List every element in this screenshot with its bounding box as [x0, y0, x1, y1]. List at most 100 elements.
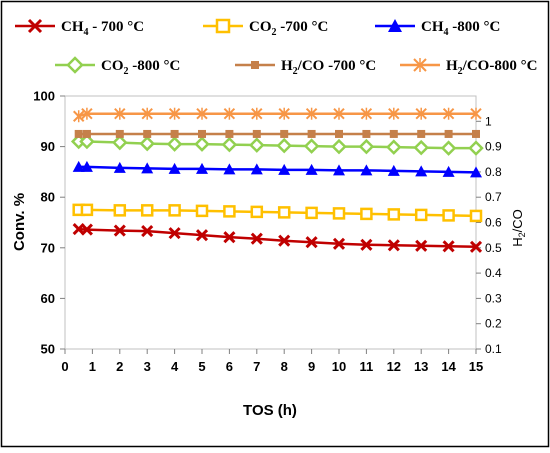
legend-label-2: CH4 -800 °C	[421, 19, 500, 38]
data-point-0-14	[442, 240, 455, 253]
data-point-2-13	[415, 165, 428, 177]
data-point-3-13	[413, 139, 429, 156]
data-point-2-4	[168, 162, 181, 174]
series-line-0	[78, 227, 477, 249]
series-2	[72, 160, 482, 178]
legend-marker-1	[215, 18, 231, 34]
data-point-3-10	[331, 138, 347, 155]
data-point-2-14	[442, 165, 455, 177]
data-point-5-7	[251, 107, 263, 120]
data-point-0-4-b	[168, 227, 181, 240]
data-point-0-3	[141, 225, 154, 238]
data-point-2-5	[196, 162, 208, 174]
x-tick-label: 0	[61, 359, 68, 374]
data-point-5-11	[360, 107, 373, 120]
data-point-4-15	[472, 129, 480, 138]
data-point-2-12	[387, 164, 400, 176]
data-point-2-6	[223, 163, 236, 175]
x-tick-label: 7	[253, 359, 260, 374]
data-point-4-13	[417, 129, 426, 138]
data-point-0-5-b	[195, 229, 209, 242]
y-tick-label: 100	[33, 89, 55, 104]
data-point-1-15	[469, 209, 483, 223]
y2-tick-label: 0.4	[485, 266, 502, 280]
y-tick-label: 60	[41, 291, 55, 306]
data-point-3-6	[221, 136, 238, 153]
data-point-2-9	[305, 163, 318, 175]
data-point-3-15	[468, 140, 484, 156]
x-tick-label: 2	[116, 359, 123, 374]
y-tick-label: 70	[41, 240, 55, 255]
data-point-4-14	[444, 129, 453, 138]
x-tick-label: 4	[171, 359, 179, 374]
data-point-0-1	[80, 223, 93, 236]
legend-marker-0	[27, 18, 43, 34]
data-point-4-2	[115, 129, 124, 138]
y2-tick-label: 0.1	[485, 342, 502, 356]
x-tick-label: 13	[414, 359, 428, 374]
x-axis-title: TOS (h)	[243, 402, 297, 419]
data-point-1-11	[360, 207, 373, 221]
data-point-4-8	[280, 129, 289, 138]
legend-marker-3	[66, 56, 84, 74]
data-point-4-7	[252, 129, 261, 138]
data-point-2-3	[141, 162, 154, 174]
data-point-1-14	[442, 209, 455, 222]
data-point-4-4	[170, 129, 179, 138]
data-point-3-8	[276, 137, 292, 154]
legend-label-3: CO2 -800 °C	[101, 58, 180, 77]
legend-marker-5	[413, 58, 427, 72]
data-point-0-1-b	[80, 223, 93, 236]
data-point-5-13	[415, 107, 427, 120]
data-point-0-11	[360, 238, 373, 251]
data-point-0-9	[305, 236, 318, 249]
x-tick-label: 1	[89, 359, 96, 374]
legend-marker-4	[251, 61, 259, 69]
data-point-4-12	[389, 129, 398, 138]
data-point-1-9	[305, 206, 318, 220]
data-point-0-8	[278, 234, 291, 247]
data-point-0-5	[195, 229, 209, 242]
legend-marker-0-b	[27, 18, 43, 34]
data-point-4-6	[225, 129, 234, 138]
x-tick-label: 5	[198, 359, 205, 374]
data-point-1-5	[195, 204, 209, 218]
x-tick-label: 14	[441, 359, 456, 374]
legend-entry-0: CH4 - 700 °C	[15, 18, 144, 38]
data-point-5-8	[278, 107, 290, 120]
data-point-5-4	[168, 107, 181, 120]
data-point-4-5	[198, 129, 206, 138]
x-tick-label: 15	[469, 359, 483, 374]
data-point-5-9	[305, 107, 318, 120]
data-point-2-7	[250, 163, 263, 175]
legend-entry-2: CH4 -800 °C	[375, 19, 500, 38]
plot-area	[64, 95, 477, 350]
x-tick-label: 10	[332, 359, 346, 374]
data-point-5-2	[114, 107, 126, 120]
series-line-2	[78, 165, 477, 174]
data-point-0-14-b	[442, 240, 455, 253]
x-tick-label: 6	[226, 359, 233, 374]
y2-tick-label: 0.5	[485, 241, 502, 255]
axes: 50607080901000.10.20.30.40.50.60.70.80.9…	[33, 89, 502, 375]
data-point-1-1	[80, 203, 94, 217]
data-point-4-1	[82, 129, 91, 138]
legend-label-4: H2/CO -700 °C	[281, 58, 376, 77]
data-point-1-4	[168, 204, 181, 217]
data-point-3-1	[79, 133, 95, 150]
data-point-2-8	[278, 163, 291, 175]
data-point-3-5	[194, 136, 210, 152]
data-point-1-13	[414, 208, 428, 222]
data-point-0-10-b	[332, 237, 346, 250]
data-point-3-9	[303, 138, 320, 154]
data-point-5-3	[141, 107, 153, 120]
data-point-1-12	[387, 208, 401, 221]
data-point-0-9-b	[305, 236, 318, 249]
data-point-2-10	[333, 164, 345, 176]
legend-entry-5: H2/CO-800 °C	[400, 58, 537, 77]
y-tick-label: 80	[41, 190, 55, 205]
data-point-0-12-b	[387, 239, 400, 252]
series-1	[72, 203, 483, 223]
